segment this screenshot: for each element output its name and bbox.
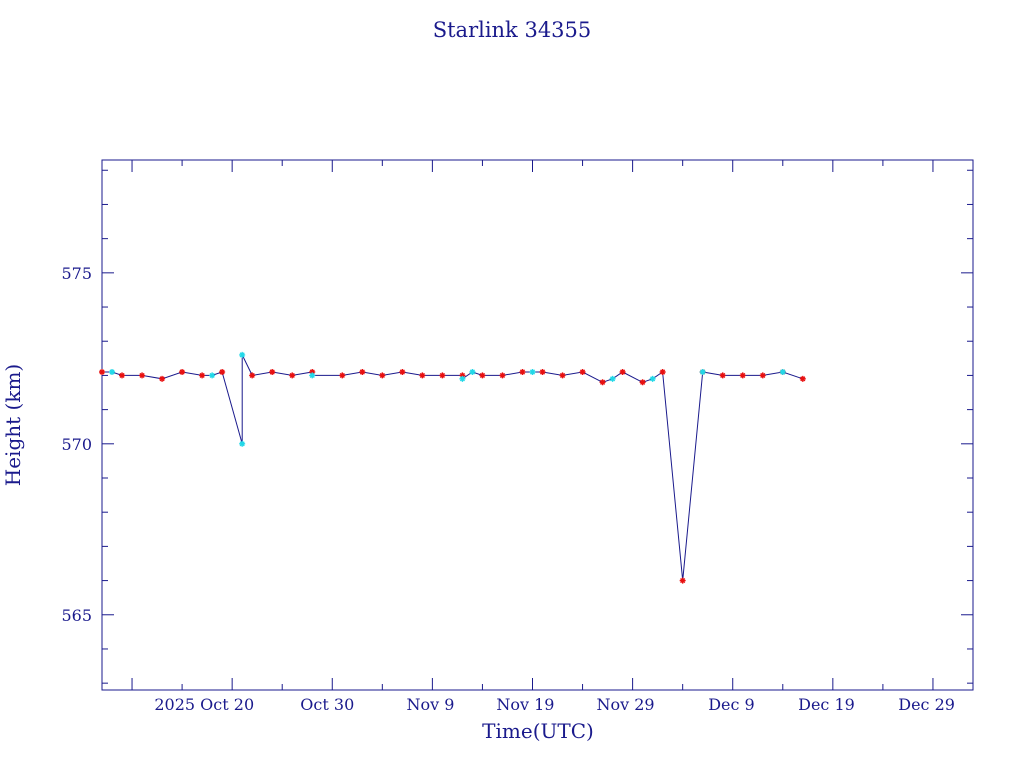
data-point xyxy=(619,369,626,375)
data-point xyxy=(399,369,406,375)
data-point xyxy=(379,372,386,379)
y-axis-label: Height (km) xyxy=(1,364,25,486)
x-tick-label: Nov 9 xyxy=(406,695,454,714)
data-point xyxy=(159,375,166,382)
x-tick-label: Nov 29 xyxy=(596,695,654,714)
data-point xyxy=(209,372,216,379)
data-point xyxy=(179,369,186,375)
data-point xyxy=(359,369,366,375)
axis-ticks xyxy=(102,160,973,690)
data-point xyxy=(419,372,426,379)
y-tick-label: 575 xyxy=(61,264,92,283)
data-point xyxy=(289,372,296,379)
x-tick-label: 2025 Oct 20 xyxy=(154,695,254,714)
data-point xyxy=(99,369,105,375)
data-point xyxy=(239,351,246,358)
data-point xyxy=(339,372,346,379)
data-point xyxy=(459,375,466,382)
data-point xyxy=(609,375,616,382)
data-point xyxy=(479,372,486,379)
x-tick-label: Oct 30 xyxy=(300,695,354,714)
y-tick-labels: 565 570 575 xyxy=(61,264,92,625)
data-point xyxy=(799,375,806,382)
x-tick-labels: 2025 Oct 20 Oct 30 Nov 9 Nov 19 Nov 29 Dec 9 D… xyxy=(154,695,955,714)
data-point xyxy=(539,369,546,375)
x-tick-label: Dec 19 xyxy=(798,695,855,714)
data-point xyxy=(529,369,536,375)
data-point xyxy=(269,369,276,375)
data-point xyxy=(579,369,586,375)
data-point xyxy=(659,369,666,375)
data-point xyxy=(739,372,746,379)
chart-title: Starlink 34355 xyxy=(433,18,592,42)
data-point xyxy=(239,440,246,447)
x-tick-label: Dec 9 xyxy=(708,695,755,714)
data-point xyxy=(649,375,656,382)
data-point xyxy=(779,369,786,375)
data-point xyxy=(639,379,646,386)
data-point xyxy=(699,369,706,375)
data-point xyxy=(439,372,446,379)
data-point xyxy=(199,372,206,379)
plot-frame xyxy=(101,159,974,691)
data-point xyxy=(519,369,526,375)
data-point xyxy=(469,369,476,375)
x-axis-label: Time(UTC) xyxy=(482,719,594,743)
data-point xyxy=(759,372,766,379)
data-point xyxy=(249,372,256,379)
height-trace-line xyxy=(102,354,803,581)
x-tick-label: Dec 29 xyxy=(898,695,955,714)
data-markers xyxy=(99,351,806,584)
data-point xyxy=(559,372,566,379)
x-tick-label: Nov 19 xyxy=(496,695,554,714)
data-point xyxy=(309,372,316,379)
data-point xyxy=(719,372,726,379)
data-point xyxy=(139,372,146,379)
data-point xyxy=(459,372,466,379)
data-point xyxy=(309,369,316,375)
data-point xyxy=(219,369,226,375)
data-point xyxy=(599,379,606,386)
data-point xyxy=(679,577,686,584)
data-point xyxy=(499,372,506,379)
y-tick-label: 570 xyxy=(61,435,92,454)
data-point xyxy=(109,369,116,375)
data-point xyxy=(119,372,126,379)
y-tick-label: 565 xyxy=(61,606,92,625)
